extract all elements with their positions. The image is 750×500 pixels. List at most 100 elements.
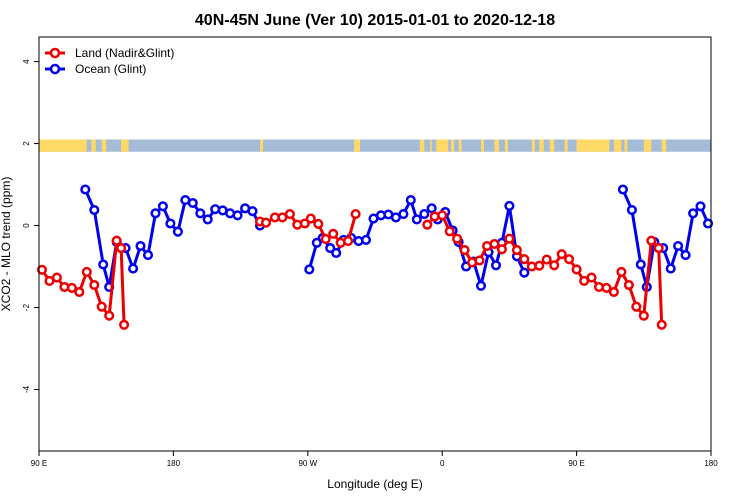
axis-ticks: 90 E 180 90 W 0 90 E 180 -4 -2 0 2 4 (22, 59, 718, 468)
ocean-point (142, 250, 154, 261)
land-point (474, 255, 485, 266)
ocean-point (490, 260, 502, 271)
land-point (422, 219, 433, 230)
land-point (623, 279, 634, 291)
ocean-point (98, 259, 109, 270)
ocean-point (405, 195, 416, 206)
y-tick-label: -2 (22, 303, 31, 311)
land-point (631, 301, 642, 312)
land-point (437, 210, 448, 221)
y-tick-label: 2 (22, 141, 31, 146)
land-strip-segment (451, 139, 455, 152)
land-point (104, 310, 115, 321)
ocean-point (702, 218, 714, 229)
land-strip-segment (624, 139, 628, 152)
land-point (504, 233, 515, 244)
land-point (571, 264, 582, 275)
legend: Land (Nadir&Glint) Ocean (Glint) (45, 46, 174, 76)
land-strip-segment (419, 139, 425, 152)
land-strip-segment (613, 139, 622, 152)
legend-land-marker (49, 47, 61, 59)
land-point (260, 217, 272, 228)
x-tick-label: 90 E (31, 459, 47, 468)
ocean-point (635, 259, 646, 270)
ocean-point (187, 197, 198, 209)
ocean-point (232, 210, 243, 221)
land-strip-segment (436, 139, 449, 152)
ocean-point (695, 201, 706, 212)
land-point (586, 272, 597, 283)
land-point (284, 209, 295, 220)
land-strip-segment (504, 139, 508, 152)
land-strip-segment (576, 139, 610, 152)
chart-title: 40N-45N June (Ver 10) 2015-01-01 to 2020… (195, 12, 555, 29)
ocean-point (304, 264, 315, 275)
land-point (541, 254, 552, 265)
ocean-point (398, 209, 409, 220)
land-strip-segment (481, 139, 485, 152)
land-strip-segment (354, 139, 361, 152)
land-strip-segment (531, 139, 535, 152)
land-strip-segment (539, 139, 544, 152)
land-strip-segment (661, 139, 667, 152)
ocean-point (475, 280, 487, 291)
ocean-point (688, 208, 699, 219)
land-point (66, 282, 77, 293)
land-point (496, 244, 507, 255)
land-ocean-strip (39, 139, 711, 152)
land-point (653, 243, 664, 254)
y-tick-label: 4 (22, 59, 31, 64)
x-tick-label: 180 (704, 459, 718, 468)
ocean-point (150, 208, 161, 219)
ocean-series-line (621, 188, 710, 289)
ocean-point (195, 208, 206, 219)
land-strip-segment (549, 139, 555, 152)
land-point (519, 254, 530, 265)
x-tick-label: 90 E (568, 459, 584, 468)
ocean-point (202, 214, 213, 225)
land-point (656, 319, 667, 330)
land-point (96, 301, 107, 312)
y-tick-label: -4 (22, 385, 31, 393)
land-point (444, 226, 455, 237)
land-point (638, 310, 649, 321)
land-point (608, 286, 619, 298)
land-point (119, 319, 130, 330)
land-strip-segment (101, 139, 107, 152)
land-strip-segment (494, 139, 499, 152)
land-point (305, 213, 316, 224)
x-axis-label: Longitude (deg E) (327, 477, 422, 491)
ocean-point (504, 200, 515, 211)
land-point (549, 260, 560, 271)
land-point (36, 264, 48, 275)
ocean-point (673, 240, 684, 252)
land-point (89, 279, 100, 291)
land-strip-segment (91, 139, 96, 152)
land-point (320, 234, 331, 245)
land-point (313, 218, 324, 229)
land-point (116, 243, 127, 254)
ocean-point (617, 184, 628, 195)
land-point (534, 260, 545, 271)
land-point (343, 236, 354, 247)
ocean-point (128, 263, 139, 274)
land-point (111, 235, 122, 246)
land-point (350, 209, 361, 220)
land-point (556, 249, 567, 260)
land-series-line (426, 213, 664, 325)
land-point (489, 238, 500, 250)
ocean-point (325, 243, 336, 254)
ocean-point (80, 184, 91, 195)
land-point (616, 266, 627, 277)
ocean-point (157, 201, 168, 212)
land-strip-segment (39, 139, 87, 152)
land-point (328, 228, 339, 239)
land-strip-segment (564, 139, 568, 152)
ocean-point (680, 250, 691, 261)
ocean-point (411, 214, 422, 225)
y-tick-label: 0 (22, 223, 31, 228)
land-strip-segment (260, 139, 263, 152)
land-point (299, 218, 310, 229)
land-point (459, 245, 470, 256)
